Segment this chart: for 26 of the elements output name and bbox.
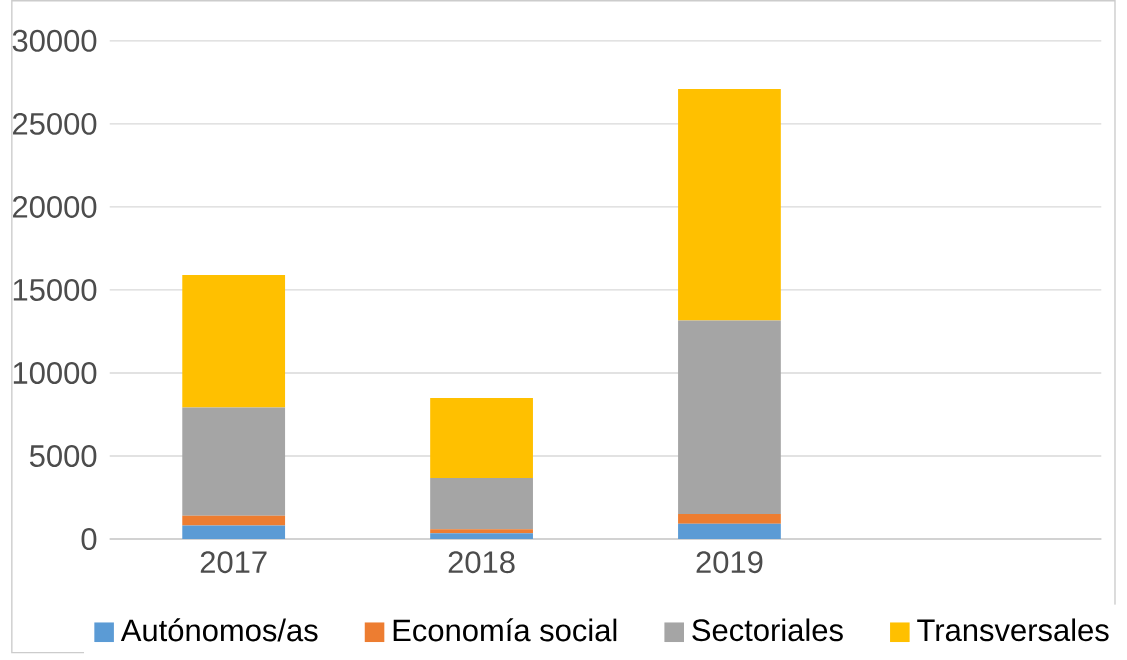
y-tick-label: 5000 [29,445,97,467]
bar [430,398,533,479]
bar [182,515,286,526]
x-tick-label: 2018 [448,551,515,574]
legend-label: Transversales [917,618,1109,642]
x-tick-label: 2017 [200,551,267,574]
bar [678,513,781,524]
legend-label: Economía social [393,618,617,642]
bar [678,88,781,321]
y-tick-label: 30000 [12,29,97,52]
legend-label: Autónomos/as [120,618,318,642]
y-tick-label: 10000 [13,362,97,384]
bar [430,533,533,540]
bar [182,274,286,408]
bar [430,478,533,530]
bar [182,407,286,516]
y-tick-label: 25000 [13,112,97,135]
y-tick-label: 15000 [13,278,97,301]
y-tick-label: 20000 [13,195,97,218]
bar [182,525,286,540]
bar [430,529,533,534]
bar [678,320,781,514]
legend-label: Sectoriales [692,618,843,642]
y-tick-label: 0 [81,528,97,551]
x-tick-label: 2019 [696,551,763,574]
bar [678,523,781,540]
